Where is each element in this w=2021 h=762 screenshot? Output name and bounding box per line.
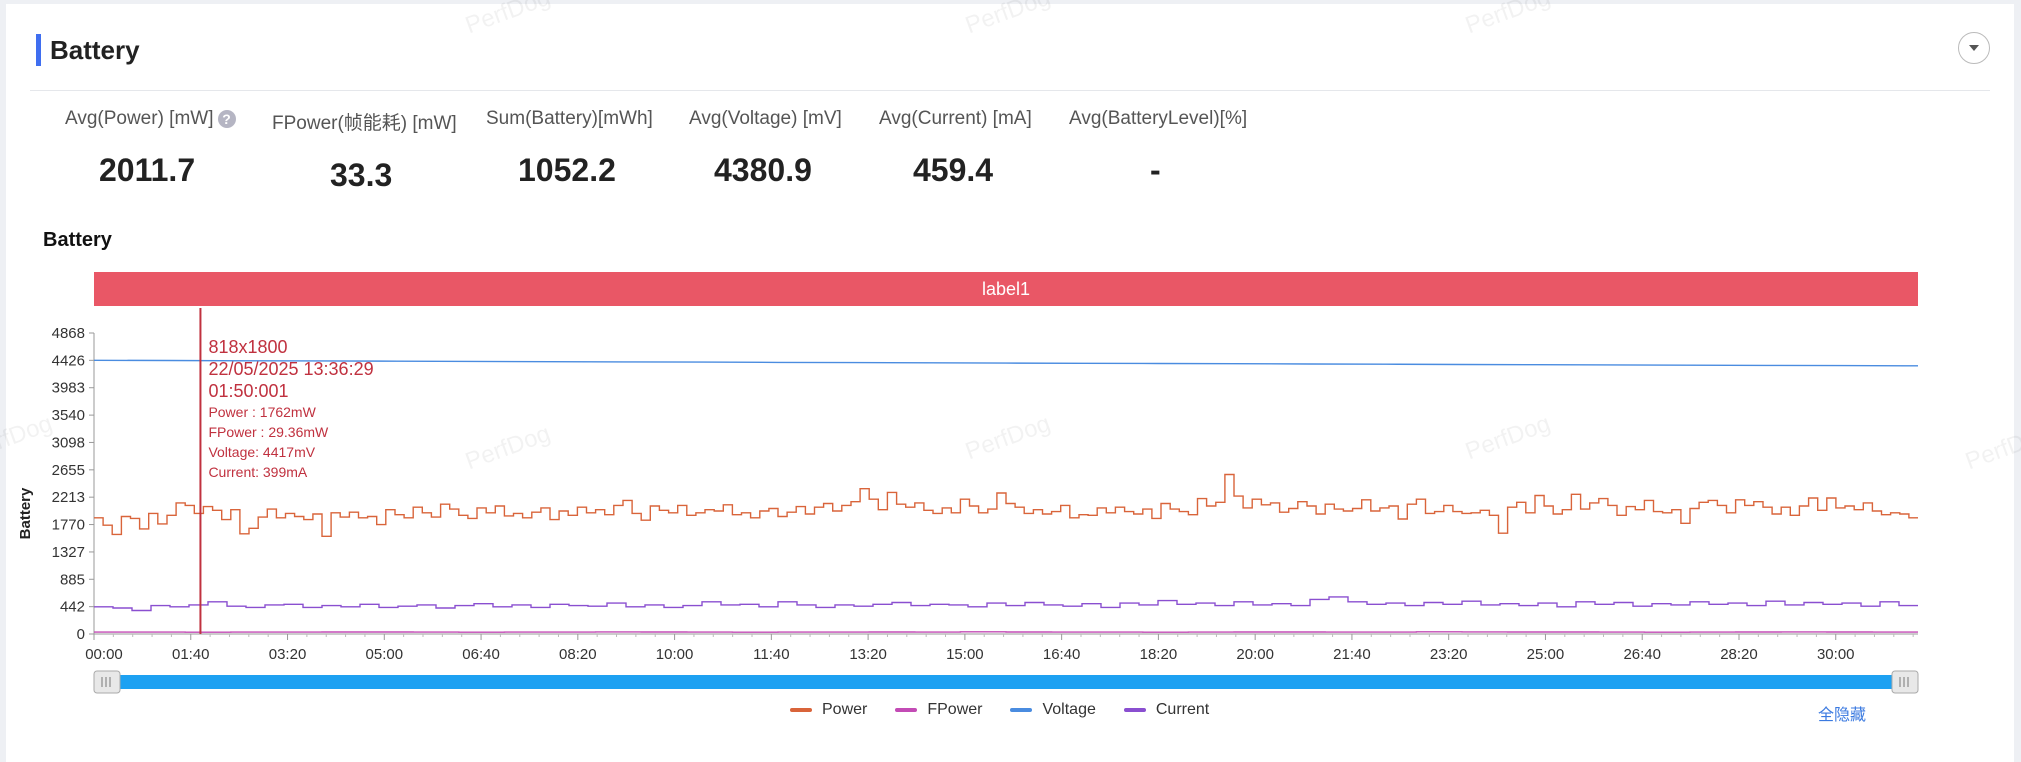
y-tick-label: 2213	[52, 489, 85, 506]
stat-label: Avg(BatteryLevel)[%]	[1069, 108, 1248, 129]
cursor-info-text: 818x1800	[208, 337, 287, 357]
x-tick-label: 28:20	[1720, 646, 1758, 663]
series-line-current	[94, 596, 1918, 612]
cursor-value-text: Current: 399mA	[208, 464, 307, 480]
stat-avg-current: Avg(Current) [mA] 459.4	[879, 108, 1079, 189]
stat-label: Sum(Battery)[mWh]	[486, 108, 653, 129]
x-tick-label: 10:00	[656, 646, 694, 663]
series-line-power	[94, 473, 1918, 537]
range-slider-handle-right[interactable]	[1891, 670, 1919, 694]
hide-all-link[interactable]: 全隐藏	[1818, 707, 1867, 724]
legend-swatch	[1123, 708, 1146, 712]
section-header: Battery	[30, 32, 1990, 91]
section-accent-bar	[36, 34, 41, 66]
x-tick-label: 00:00	[85, 646, 123, 663]
x-tick-label: 21:40	[1333, 646, 1371, 663]
stat-fpower: FPower(帧能耗) [mW] 33.3	[272, 108, 472, 194]
x-tick-label: 16:40	[1043, 646, 1081, 663]
stat-avg-battery-level: Avg(BatteryLevel)[%] -	[1069, 108, 1269, 189]
stat-label: FPower(帧能耗) [mW]	[272, 113, 457, 134]
cursor-info-text: 22/05/2025 13:36:29	[208, 359, 373, 379]
x-tick-label: 18:20	[1140, 646, 1178, 663]
x-tick-label: 13:20	[849, 646, 887, 663]
range-slider-track[interactable]	[104, 675, 1908, 689]
stat-label: Avg(Current) [mA]	[879, 108, 1032, 129]
y-tick-label: 442	[60, 599, 85, 616]
legend-swatch	[790, 708, 812, 712]
stat-label-text: Avg(Power) [mW]	[65, 108, 214, 129]
y-tick-label: 3540	[52, 407, 85, 424]
collapse-button[interactable]	[1958, 32, 1990, 64]
x-tick-label: 05:00	[366, 646, 404, 663]
stat-value: 33.3	[330, 157, 393, 193]
y-tick-label: 3098	[52, 434, 85, 451]
x-tick-label: 26:40	[1623, 646, 1661, 663]
label-band	[94, 272, 1918, 306]
cursor-value-text: Voltage: 4417mV	[208, 444, 315, 460]
legend-swatch	[895, 708, 918, 712]
x-tick-label: 06:40	[462, 646, 500, 663]
stat-value: 4380.9	[714, 152, 812, 188]
stat-value: -	[1150, 152, 1161, 188]
y-tick-label: 1770	[52, 517, 85, 534]
y-tick-label: 4426	[52, 352, 85, 369]
x-tick-label: 01:40	[172, 646, 210, 663]
series-line-voltage	[93, 359, 1919, 367]
range-slider-handle-left[interactable]	[93, 670, 121, 694]
stat-label: Avg(Power) [mW] ?	[65, 108, 265, 130]
legend-item-fpower[interactable]: FPower	[895, 701, 982, 719]
stat-value: 1052.2	[518, 152, 616, 188]
y-tick-label: 4868	[52, 325, 85, 342]
chart-legend: Power FPower Voltage Current	[790, 701, 1209, 719]
stat-value: 459.4	[913, 152, 994, 188]
y-tick-label: 3983	[52, 380, 85, 397]
y-tick-label: 0	[77, 626, 85, 643]
stat-sum-battery: Sum(Battery)[mWh] 1052.2	[486, 108, 686, 189]
legend-label: FPower	[927, 701, 983, 718]
x-tick-label: 03:20	[269, 646, 307, 663]
stat-label: Avg(Voltage) [mV]	[689, 108, 842, 129]
cursor-value-text: FPower : 29.36mW	[208, 424, 329, 440]
chart-title: Battery	[43, 229, 112, 251]
x-tick-label: 30:00	[1817, 646, 1855, 663]
help-icon[interactable]: ?	[217, 110, 236, 128]
legend-item-power[interactable]: Power	[790, 701, 867, 719]
legend-label: Voltage	[1042, 701, 1096, 718]
y-axis-label: Battery	[17, 487, 34, 539]
legend-label: Current	[1155, 701, 1210, 718]
section-title: Battery	[50, 35, 140, 65]
y-tick-label: 2655	[52, 462, 85, 479]
legend-item-voltage[interactable]: Voltage	[1010, 701, 1096, 719]
legend-swatch	[1010, 708, 1033, 712]
cursor-value-text: Power : 1762mW	[208, 404, 316, 420]
legend-label: Power	[822, 701, 868, 718]
x-tick-label: 15:00	[946, 646, 984, 663]
label-band-text: label1	[982, 279, 1030, 299]
cursor-info-text: 01:50:001	[208, 381, 288, 401]
x-tick-label: 11:40	[753, 646, 789, 663]
legend-item-current[interactable]: Current	[1123, 701, 1210, 719]
x-tick-label: 08:20	[559, 646, 597, 663]
x-tick-label: 25:00	[1527, 646, 1565, 663]
stat-avg-voltage: Avg(Voltage) [mV] 4380.9	[689, 108, 889, 189]
stat-avg-power: Avg(Power) [mW] ? 2011.7	[65, 108, 265, 189]
y-tick-label: 885	[60, 571, 85, 588]
stat-value: 2011.7	[99, 152, 196, 188]
x-tick-label: 23:20	[1430, 646, 1468, 663]
chevron-down-icon	[1969, 45, 1979, 51]
x-tick-label: 20:00	[1236, 646, 1274, 663]
y-tick-label: 1327	[52, 544, 85, 561]
